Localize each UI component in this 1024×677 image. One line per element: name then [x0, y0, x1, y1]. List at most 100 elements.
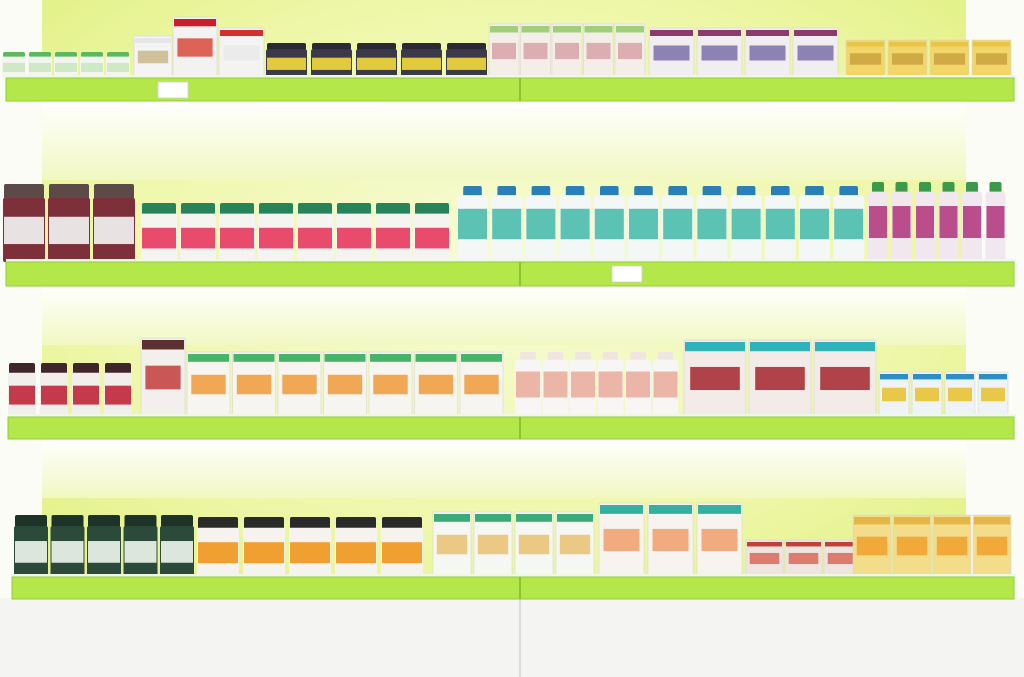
product-label [516, 371, 540, 398]
product [297, 203, 333, 262]
product-cap [94, 184, 134, 200]
product-label [559, 534, 591, 555]
product-label [586, 42, 611, 60]
product-cap [872, 182, 884, 194]
product [662, 186, 694, 262]
product-label [963, 206, 981, 238]
product-label [259, 227, 293, 249]
product-cap [547, 352, 564, 362]
product [459, 351, 504, 418]
product-label [697, 208, 727, 240]
product [14, 515, 48, 577]
product-label [15, 541, 47, 563]
product [432, 511, 472, 578]
product-stripe [600, 505, 643, 514]
product-stripe [174, 19, 216, 27]
product-stripe [913, 374, 941, 380]
product-label [51, 541, 84, 563]
product-label [933, 53, 966, 65]
product-stripe [649, 505, 692, 514]
product-cap [531, 186, 551, 197]
product-label [765, 208, 795, 240]
product-label [653, 371, 678, 398]
product [375, 203, 411, 262]
product [368, 351, 413, 418]
product [911, 371, 943, 418]
product [559, 186, 591, 262]
shelf-edge [5, 261, 1015, 287]
product-stripe [553, 26, 581, 33]
product-cap [88, 515, 120, 528]
product-cap [81, 52, 103, 58]
product-cap [161, 515, 193, 528]
product [180, 203, 216, 262]
product-stripe [979, 374, 1007, 380]
product-label [458, 208, 487, 240]
product-label [896, 536, 928, 556]
product-stripe [815, 342, 875, 352]
shelf-light [40, 100, 968, 180]
shelf-edge [7, 416, 1015, 440]
product-stripe [324, 354, 366, 362]
product [542, 352, 569, 417]
product-cap [105, 363, 131, 374]
product-label [418, 374, 454, 395]
product-label [4, 216, 44, 245]
product [123, 515, 158, 577]
product-label [492, 208, 522, 240]
product [266, 43, 307, 78]
product-cap [447, 43, 486, 50]
product-cap [357, 43, 396, 50]
product-stripe [854, 517, 890, 525]
product-label [107, 62, 129, 73]
product-cap [51, 515, 84, 528]
product-stripe [825, 542, 860, 547]
product [962, 182, 982, 262]
product-label [177, 38, 213, 57]
product [336, 203, 372, 262]
product-stripe [889, 42, 926, 47]
shelf-base [6, 75, 1016, 79]
product-label [892, 206, 911, 238]
product [54, 52, 78, 78]
product [473, 511, 513, 578]
product-cap [55, 52, 77, 58]
product-cap [73, 363, 99, 374]
product-label [94, 216, 134, 245]
product-cap [736, 186, 756, 197]
product [186, 351, 231, 418]
product-label [560, 208, 590, 240]
product [457, 186, 488, 262]
product [745, 539, 784, 578]
product [555, 511, 595, 578]
product-cap [298, 203, 332, 215]
product [401, 43, 442, 78]
product-cap [220, 203, 254, 215]
product-stripe [880, 374, 908, 380]
product-cap [839, 186, 858, 197]
product [40, 363, 68, 417]
product [243, 517, 285, 577]
product-label [447, 57, 486, 70]
product [938, 182, 959, 262]
product-stripe [490, 26, 518, 33]
product [792, 27, 839, 79]
product [845, 39, 886, 79]
product [551, 23, 583, 79]
product-label [181, 227, 215, 249]
product [277, 351, 322, 418]
product-cap [15, 515, 47, 528]
price-tag [611, 265, 643, 283]
product-stripe [220, 30, 263, 36]
product-label [9, 385, 35, 405]
product-cap [702, 186, 722, 197]
shelf-base [6, 259, 1016, 263]
product [28, 52, 52, 78]
product [50, 515, 85, 577]
product-label [749, 45, 786, 61]
product-label [518, 534, 550, 555]
product [764, 186, 796, 262]
product [104, 363, 132, 417]
product [915, 182, 935, 262]
